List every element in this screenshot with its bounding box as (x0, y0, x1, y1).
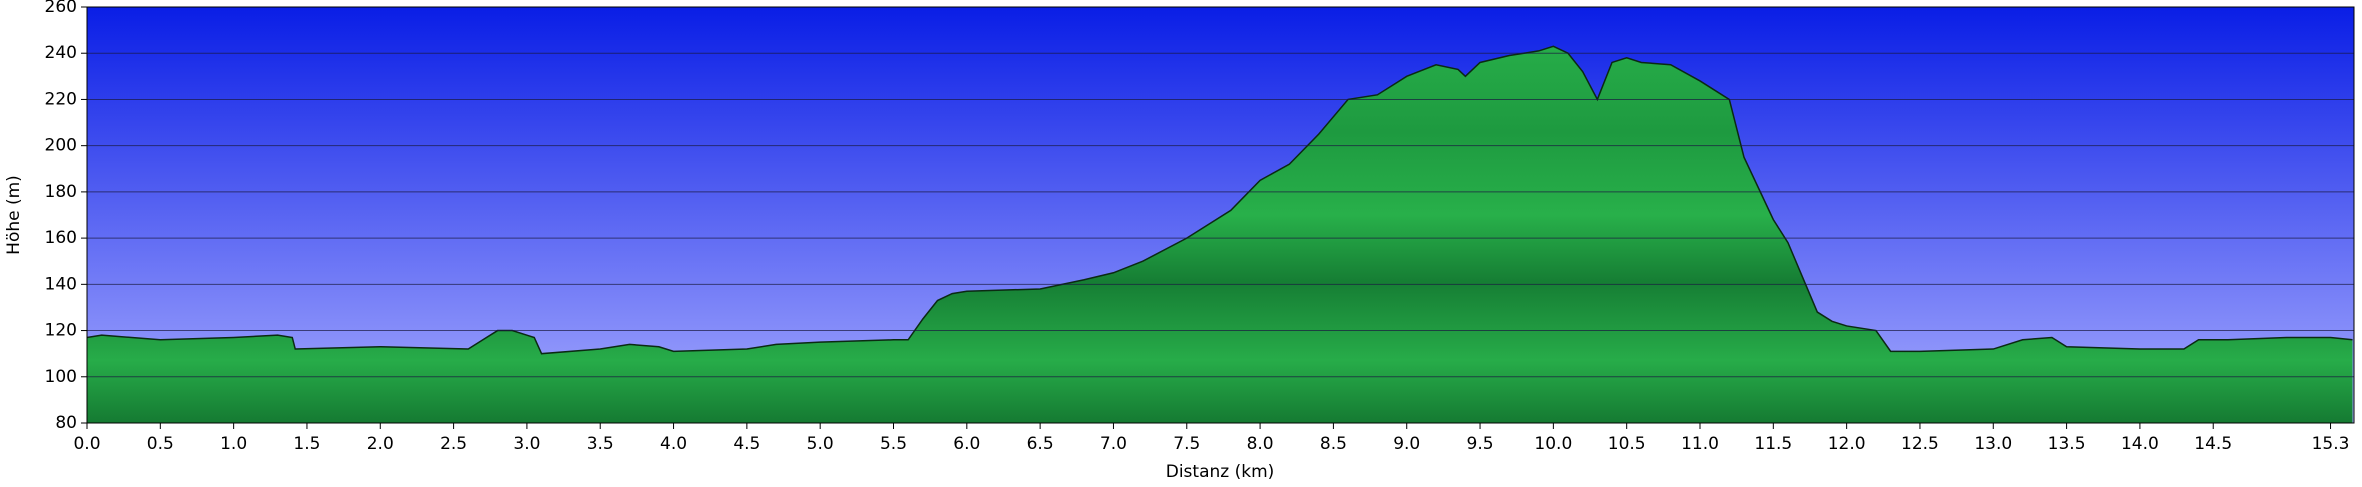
y-tick-label: 140 (45, 274, 77, 294)
y-tick-label: 180 (45, 182, 77, 202)
x-tick-label: 14.5 (2194, 434, 2232, 454)
x-tick-label: 8.5 (1320, 434, 1347, 454)
x-tick-label: 6.0 (953, 434, 980, 454)
x-tick-label: 0.5 (147, 434, 174, 454)
x-tick-label: 8.0 (1247, 434, 1274, 454)
x-tick-label: 15.3 (2312, 434, 2350, 454)
y-tick-label: 200 (45, 136, 77, 156)
x-tick-label: 13.0 (1974, 434, 2012, 454)
x-tick-label: 3.0 (513, 434, 540, 454)
y-axis-title: Höhe (m) (4, 175, 24, 255)
x-tick-label: 11.0 (1681, 434, 1719, 454)
x-tick-label: 10.5 (1608, 434, 1646, 454)
x-tick-label: 4.0 (660, 434, 687, 454)
x-tick-label: 6.5 (1027, 434, 1054, 454)
x-tick-label: 9.5 (1467, 434, 1494, 454)
x-tick-label: 12.0 (1828, 434, 1866, 454)
x-tick-label: 12.5 (1901, 434, 1939, 454)
x-tick-label: 5.5 (880, 434, 907, 454)
x-tick-label: 7.0 (1100, 434, 1127, 454)
area (87, 46, 2353, 424)
x-tick-label: 2.5 (440, 434, 467, 454)
x-tick-label: 1.0 (220, 434, 247, 454)
x-axis-title: Distanz (km) (1166, 462, 1275, 482)
x-tick-label: 0.0 (73, 434, 100, 454)
y-tick-label: 160 (45, 228, 77, 248)
x-tick-label: 3.5 (587, 434, 614, 454)
y-tick-label: 260 (45, 0, 77, 17)
x-tick-label: 4.5 (733, 434, 760, 454)
y-tick-label: 120 (45, 321, 77, 341)
y-tick-label: 240 (45, 43, 77, 63)
y-tick-label: 80 (55, 413, 77, 433)
x-tick-label: 2.0 (367, 434, 394, 454)
y-tick-label: 220 (45, 89, 77, 109)
x-tick-label: 5.0 (807, 434, 834, 454)
x-tick-label: 14.0 (2121, 434, 2159, 454)
x-tick-label: 7.5 (1173, 434, 1200, 454)
x-tick-label: 1.5 (293, 434, 320, 454)
x-tick-label: 11.5 (1754, 434, 1792, 454)
plot-frame (86, 6, 2355, 424)
x-tick-label: 9.0 (1393, 434, 1420, 454)
x-tick-label: 10.0 (1534, 434, 1572, 454)
y-tick-label: 100 (45, 367, 77, 387)
x-tick-label: 13.5 (2048, 434, 2086, 454)
profile-line (86, 45, 2353, 355)
